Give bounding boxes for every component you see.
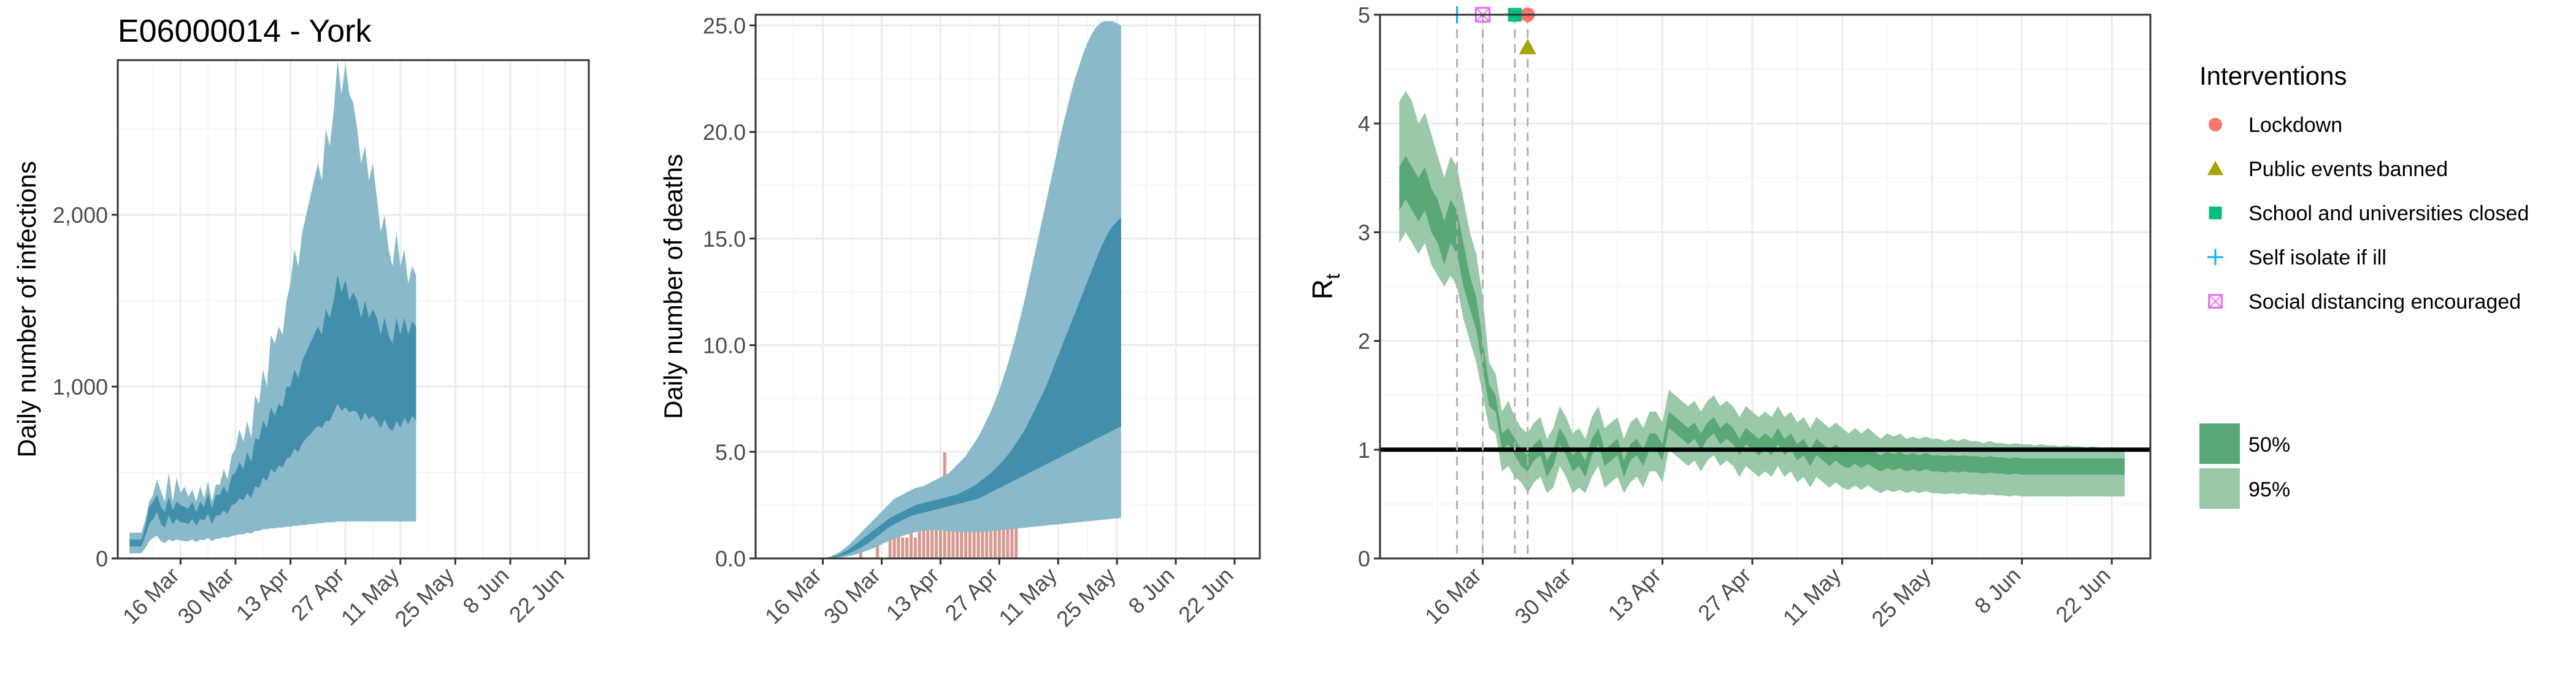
y-tick-label: 1 [1358,438,1370,463]
rt-y-ticks: 0 1 2 3 4 5 [1358,2,1380,571]
infections-y-axis-label: Daily number of infections [12,161,41,457]
deaths-y-axis-label: Daily number of deaths [659,154,688,419]
y-tick-label: 15.0 [703,226,746,252]
y-tick-label: 10.0 [703,333,746,358]
legend: Interventions Lockdown Public events bann… [2199,61,2529,509]
band-95 [129,60,416,554]
y-tick-label: 2 [1358,329,1370,354]
legend-label: School and universities closed [2248,202,2529,225]
y-tick-label: 4 [1358,111,1370,136]
rt-y-axis-label: Rt [1306,274,1344,299]
legend-ci: 50% 95% [2199,423,2290,509]
rt-bands [1399,91,2125,496]
infections-y-ticks: 0 1,000 2,000 [53,203,118,571]
deaths-panel-border [754,14,1261,560]
legend-marker [2207,249,2223,265]
figure-title: E06000014 - York [118,14,372,49]
legend-marker [2207,161,2223,176]
legend-label: Public events banned [2248,158,2448,181]
legend-ci-label: 50% [2248,433,2290,457]
death-bar [913,536,918,559]
y-tick-label: 5.0 [715,439,746,465]
intervention-marker [1519,39,1536,55]
rt-y-axis-label-sub: t [1322,274,1344,279]
deaths-bands [768,21,1121,559]
legend-marker-box [2208,294,2223,309]
legend-marker [2209,206,2222,220]
legend-label: Lockdown [2248,114,2342,137]
death-bar [905,536,910,559]
infections-bands [129,60,416,554]
y-tick-label: 20.0 [703,120,746,145]
deaths-y-ticks: 0.0 5.0 10.0 15.0 20.0 25.0 [703,13,756,571]
death-bar [892,536,897,559]
band-50 [129,275,416,547]
death-bar [900,536,905,559]
y-tick-label: 0 [96,546,108,571]
legend-ci-label: 95% [2248,478,2290,501]
legend-marker [2208,294,2223,309]
y-tick-label: 2,000 [53,203,108,228]
y-tick-label: 25.0 [703,13,746,38]
band-95 [1399,91,2125,496]
y-tick-label: 3 [1358,220,1370,245]
legend-marker-d2 [2208,294,2223,309]
infections-panel-border [117,59,590,560]
legend-marker [2208,117,2223,132]
legend-ci-swatch [2199,423,2240,464]
y-tick-label: 0.0 [715,546,746,571]
legend-ci-swatch [2199,468,2240,509]
rt-y-axis-label-main: R [1306,279,1338,299]
legend-interventions: Lockdown Public events banned School and u… [2207,114,2529,314]
legend-label: Self isolate if ill [2248,246,2386,269]
band-50 [768,217,1121,559]
legend-title: Interventions [2199,61,2347,90]
y-tick-label: 5 [1358,2,1370,28]
rt-panel-border [1379,14,2152,560]
y-tick-label: 0 [1358,546,1370,571]
y-tick-label: 1,000 [53,374,108,399]
legend-label: Social distancing encouraged [2248,290,2521,314]
